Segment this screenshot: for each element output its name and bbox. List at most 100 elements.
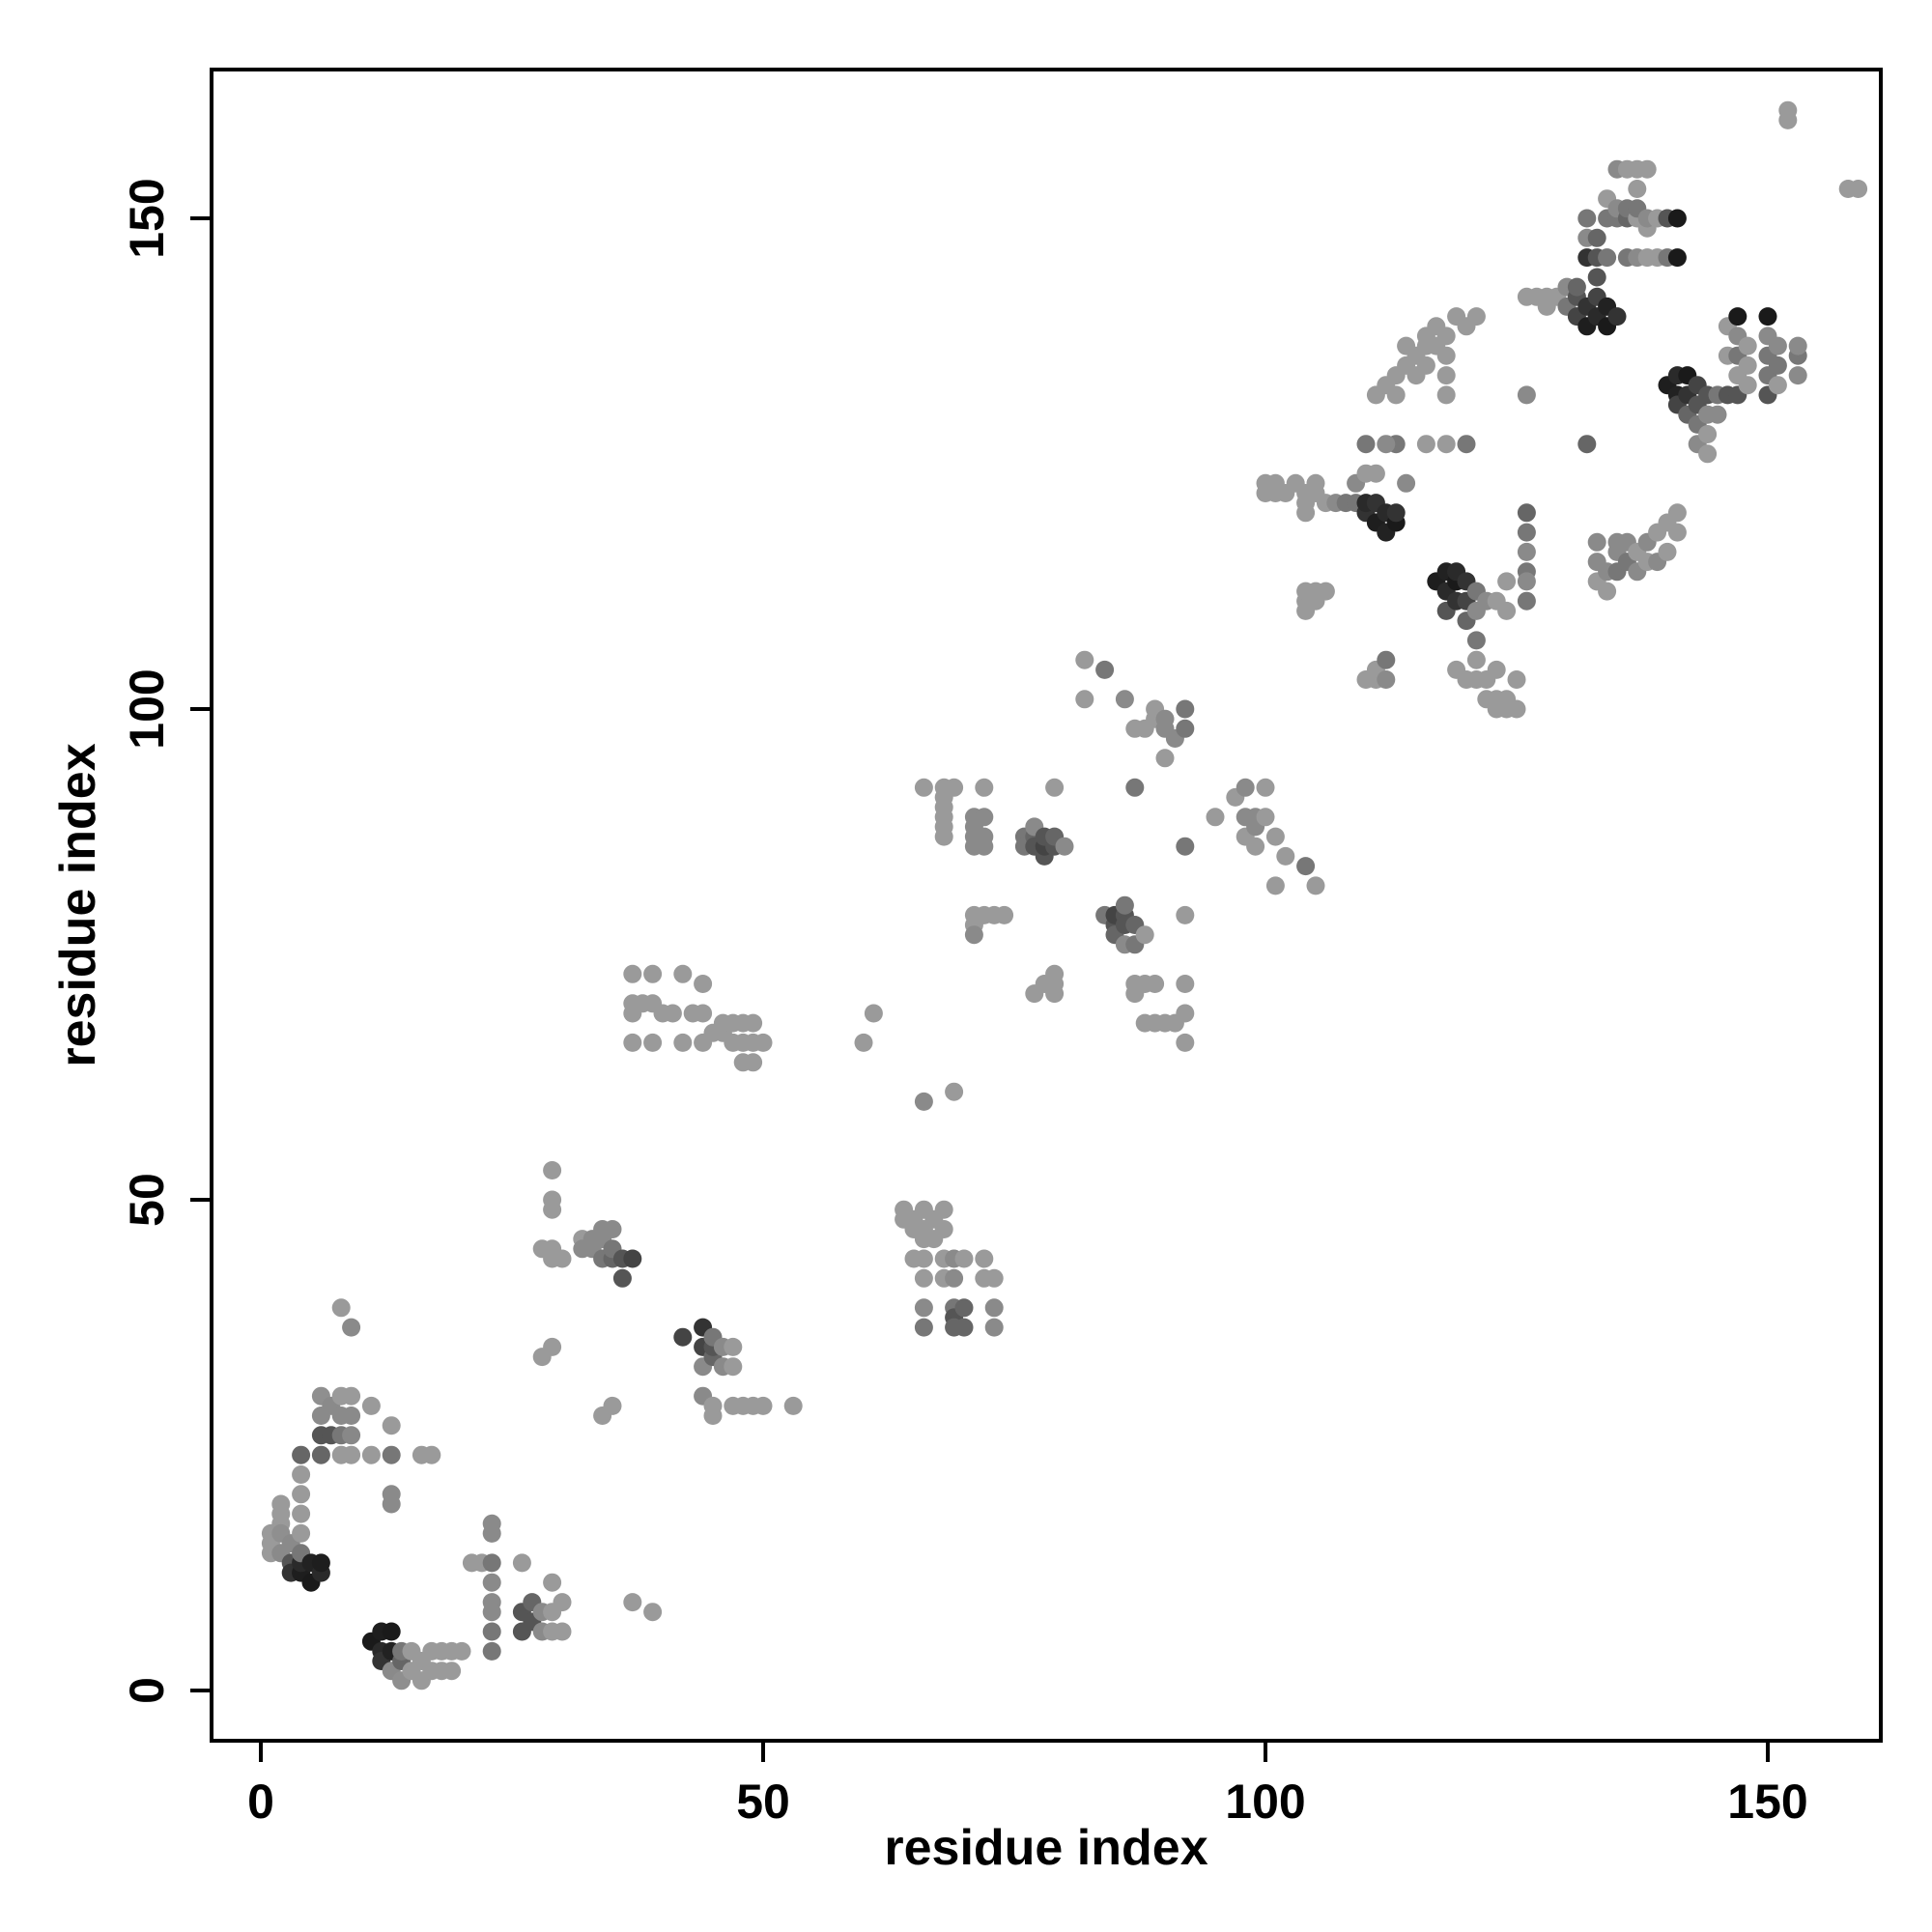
x-tick-label: 150 (1727, 1775, 1807, 1829)
data-point (1416, 355, 1435, 375)
x-tick-label: 50 (736, 1775, 790, 1829)
data-point (1125, 778, 1145, 797)
data-point (1436, 346, 1456, 365)
data-point (1849, 180, 1868, 198)
data-point (292, 1445, 311, 1464)
data-point (1577, 209, 1597, 228)
data-point (1517, 572, 1536, 591)
data-point (543, 1337, 562, 1356)
data-point (422, 1445, 441, 1464)
data-point (342, 1406, 361, 1425)
data-point (1788, 336, 1807, 355)
data-point (995, 905, 1014, 924)
data-point (1176, 719, 1195, 738)
data-point (934, 1200, 953, 1219)
data-point (1567, 277, 1586, 297)
data-point (1466, 650, 1486, 669)
data-point (442, 1662, 462, 1681)
data-point (1246, 837, 1265, 856)
data-point (964, 925, 983, 945)
data-point (1457, 435, 1476, 454)
data-point (1306, 876, 1325, 895)
data-point (1497, 601, 1517, 620)
data-point (1658, 542, 1677, 561)
data-point (1436, 435, 1456, 454)
data-point (1155, 749, 1175, 768)
data-point (1738, 336, 1757, 355)
data-point (292, 1485, 311, 1504)
data-point (482, 1523, 501, 1543)
y-tick-label: 50 (120, 1173, 174, 1227)
y-tick-label: 150 (120, 178, 174, 258)
data-point (945, 1268, 964, 1288)
data-point (1466, 307, 1486, 327)
data-point (292, 1465, 311, 1484)
data-point (744, 1053, 763, 1072)
data-point (954, 1298, 974, 1318)
data-point (703, 1396, 723, 1415)
data-point (1095, 660, 1115, 679)
data-point (975, 1249, 994, 1268)
data-point (382, 1622, 401, 1641)
data-point (1507, 670, 1526, 689)
data-point (1728, 307, 1747, 327)
data-point (1256, 808, 1275, 827)
x-tick-label: 100 (1225, 1775, 1305, 1829)
data-point (603, 1396, 622, 1415)
data-point (553, 1622, 572, 1641)
data-point (612, 1268, 632, 1288)
data-point (1517, 503, 1536, 523)
x-tick-label: 0 (247, 1775, 274, 1829)
data-point (1236, 778, 1255, 797)
data-point (1115, 895, 1134, 915)
data-point (975, 778, 994, 797)
data-point (361, 1445, 381, 1464)
data-point (1176, 699, 1195, 719)
data-point (643, 964, 663, 983)
data-point (623, 964, 642, 983)
data-point (1517, 385, 1536, 405)
data-point (914, 1298, 933, 1318)
data-point (311, 1553, 330, 1573)
data-point (1587, 532, 1606, 552)
data-point (382, 1485, 401, 1504)
data-point (342, 1426, 361, 1445)
data-point (1436, 366, 1456, 385)
data-point (482, 1641, 501, 1661)
data-point (1667, 503, 1687, 523)
data-point (724, 1337, 743, 1356)
data-point (914, 1268, 933, 1288)
data-point (914, 1249, 933, 1268)
data-point (1667, 523, 1687, 542)
data-point (1738, 355, 1757, 375)
data-point (1487, 660, 1506, 679)
data-point (623, 1249, 642, 1268)
data-point (1115, 690, 1134, 709)
data-point (1698, 425, 1718, 443)
data-point (1497, 572, 1517, 591)
data-point (1045, 778, 1065, 797)
data-point (864, 1004, 883, 1023)
y-axis: 0 50 100 150 (120, 178, 213, 1704)
data-point (643, 1603, 663, 1622)
data-point (342, 1386, 361, 1406)
data-point (292, 1504, 311, 1523)
y-tick-label: 100 (120, 668, 174, 749)
data-point (623, 1033, 642, 1052)
data-point (1265, 876, 1285, 895)
data-point (1436, 385, 1456, 405)
data-point (482, 1573, 501, 1592)
data-point (1768, 336, 1787, 355)
data-point (1176, 837, 1195, 856)
data-point (914, 1318, 933, 1337)
data-point (1135, 925, 1154, 945)
data-point (543, 1190, 562, 1209)
data-point (984, 1318, 1004, 1337)
data-point (1768, 376, 1787, 395)
data-point (553, 1593, 572, 1612)
data-point (1667, 248, 1687, 268)
data-point (673, 964, 693, 983)
data-point (1507, 699, 1526, 719)
data-point (311, 1445, 330, 1464)
